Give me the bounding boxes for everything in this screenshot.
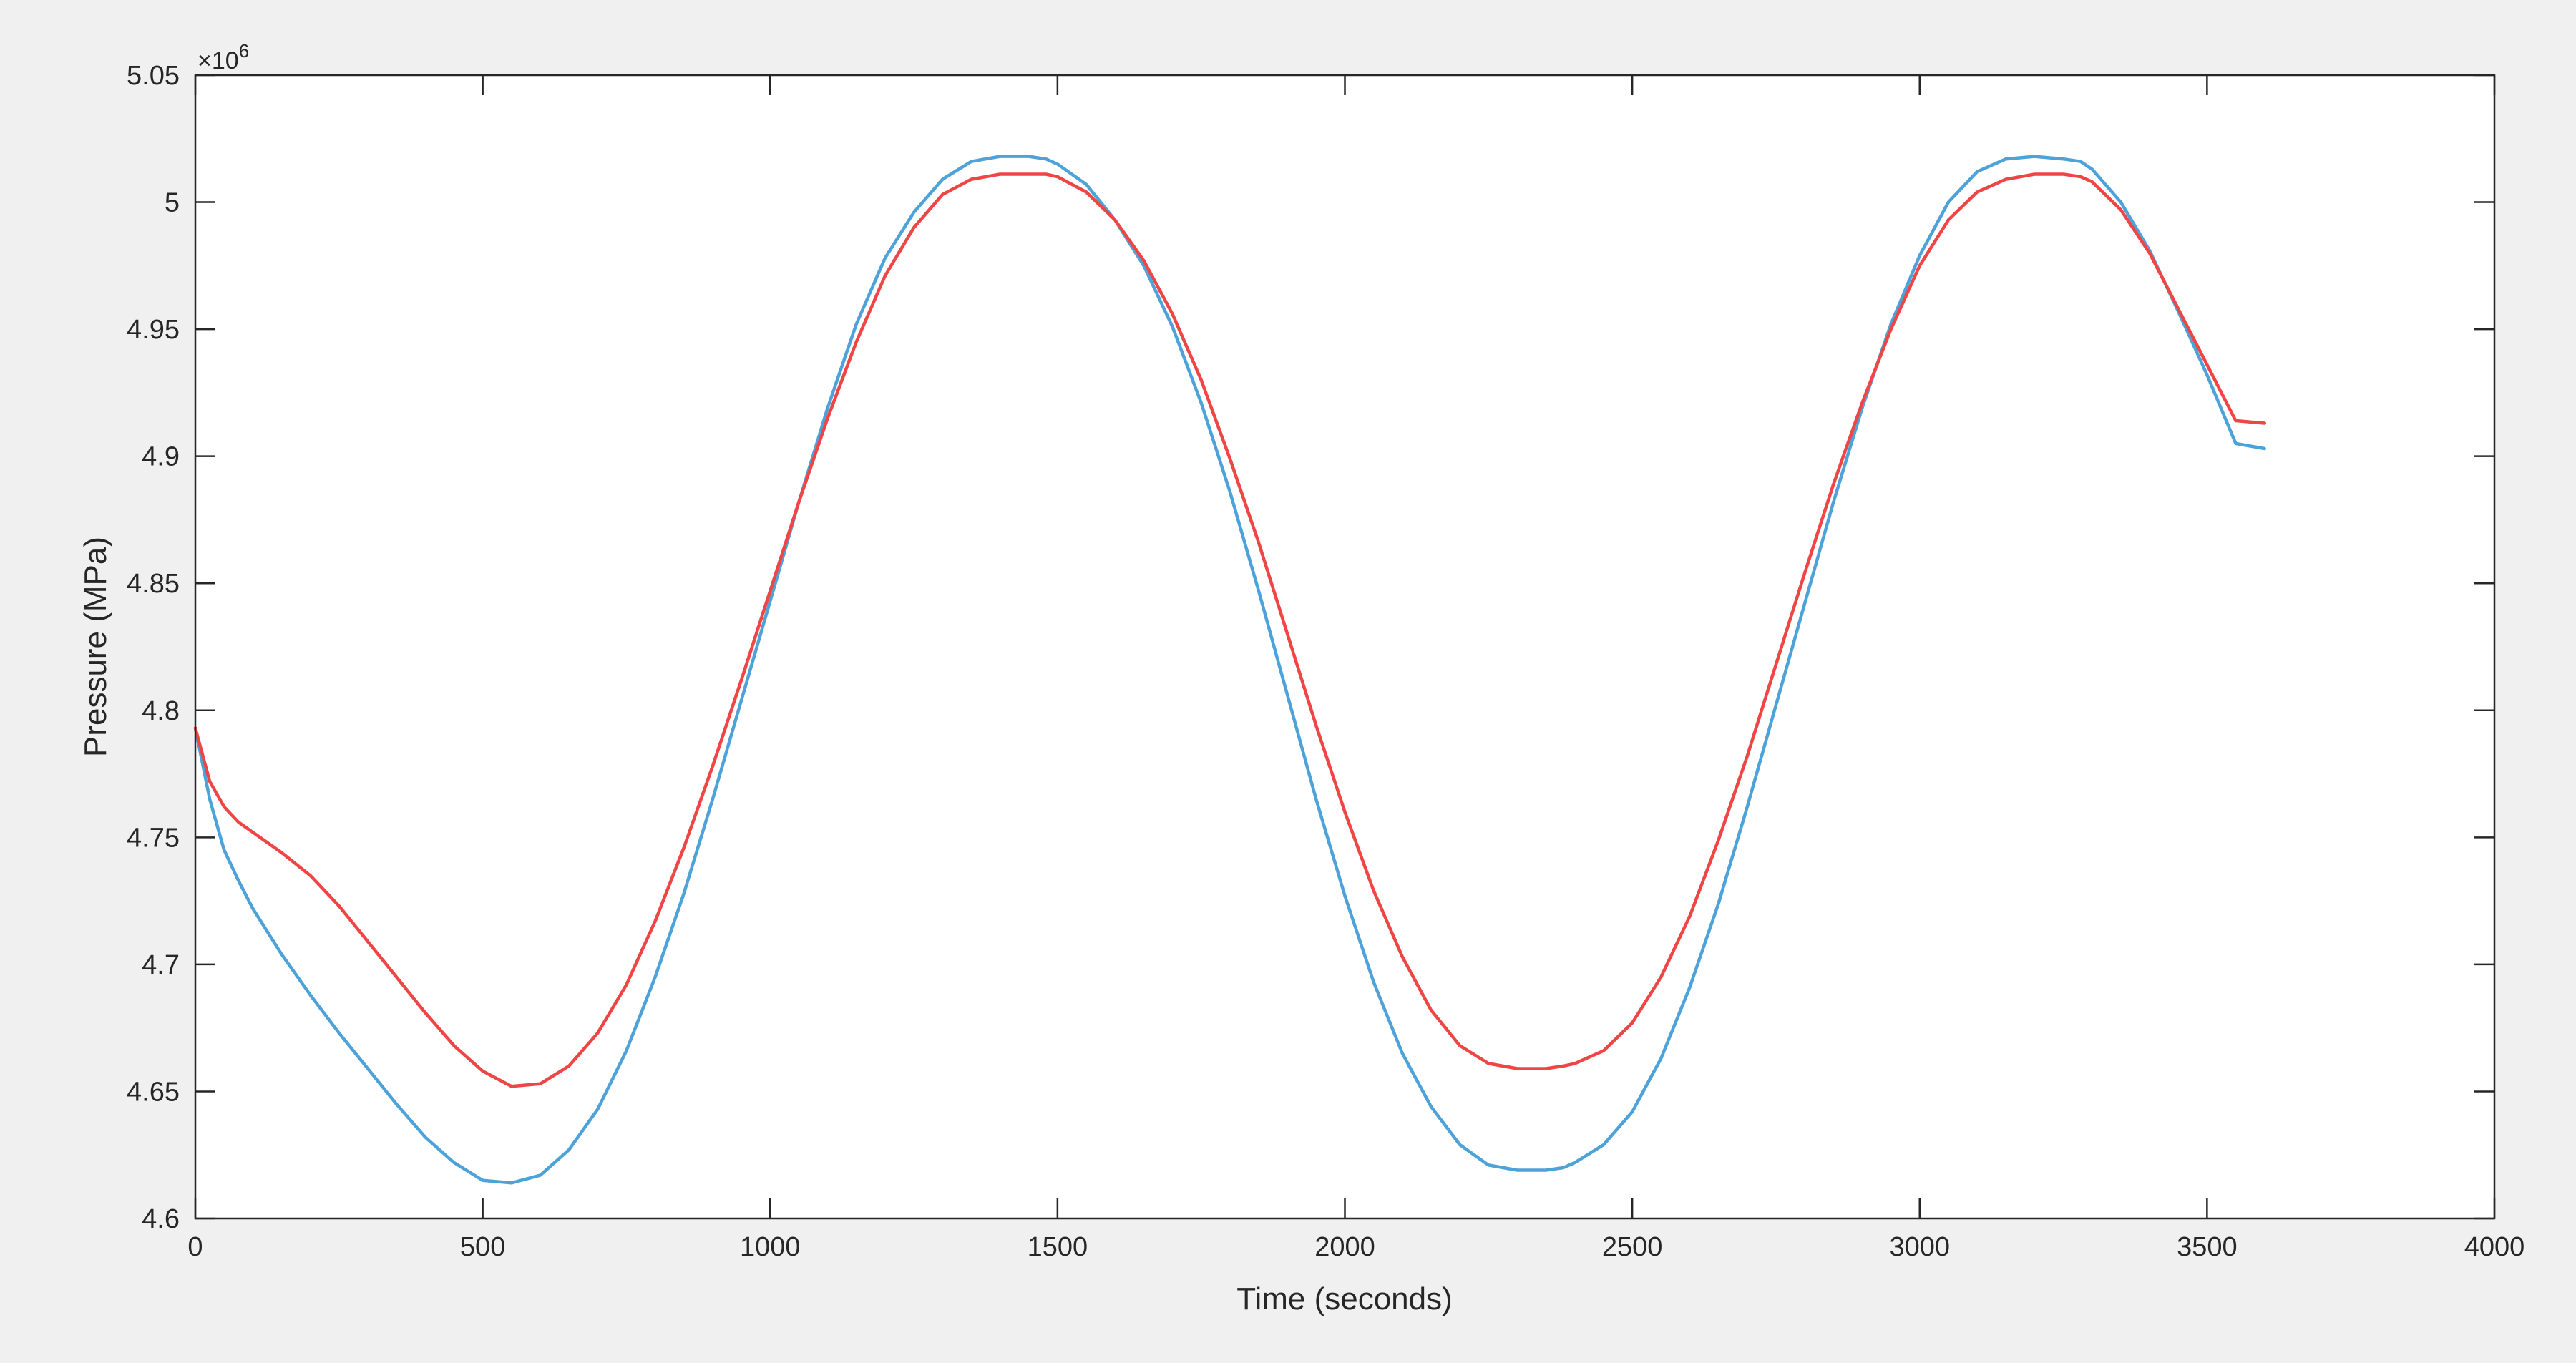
y-tick-label: 4.8	[142, 696, 180, 726]
x-tick-label: 2500	[1602, 1232, 1663, 1262]
y-tick-label: 4.7	[142, 950, 180, 980]
y-tick-label: 4.6	[142, 1204, 180, 1234]
y-tick-label: 4.95	[127, 315, 180, 345]
y-axis-title: Pressure (MPa)	[78, 537, 113, 757]
x-axis-title: Time (seconds)	[1236, 1281, 1453, 1316]
series-line-1	[193, 155, 2266, 1185]
x-tick-label: 3000	[1889, 1232, 1950, 1262]
x-axis: 0 500 1000 1500 2000 2500 3000 3500 4000	[187, 75, 2524, 1262]
x-tick-label: 1000	[740, 1232, 801, 1262]
x-tick-label: 1500	[1028, 1232, 1088, 1262]
y-tick-label: 5.05	[127, 61, 180, 91]
y-tick-label: 4.85	[127, 569, 180, 599]
x-tick-label: 3500	[2177, 1232, 2238, 1262]
series-layer	[193, 155, 2266, 1185]
y-tick-label: 4.65	[127, 1077, 180, 1107]
y-tick-label: 5	[165, 188, 180, 218]
y-tick-label: 4.9	[142, 442, 180, 472]
x-tick-label: 4000	[2464, 1232, 2525, 1262]
y-tick-label: 4.75	[127, 823, 180, 853]
series-line-2	[193, 172, 2266, 1088]
plot-area	[195, 75, 2494, 1218]
x-tick-label: 2000	[1314, 1232, 1375, 1262]
x-tick-label: 500	[460, 1232, 505, 1262]
x-tick-label: 0	[187, 1232, 203, 1262]
y-axis: 4.6 4.65 4.7 4.75 4.8 4.85 4.9 4.95 5 5.05	[127, 61, 2494, 1234]
y-exponent-label: ×106	[197, 40, 249, 74]
